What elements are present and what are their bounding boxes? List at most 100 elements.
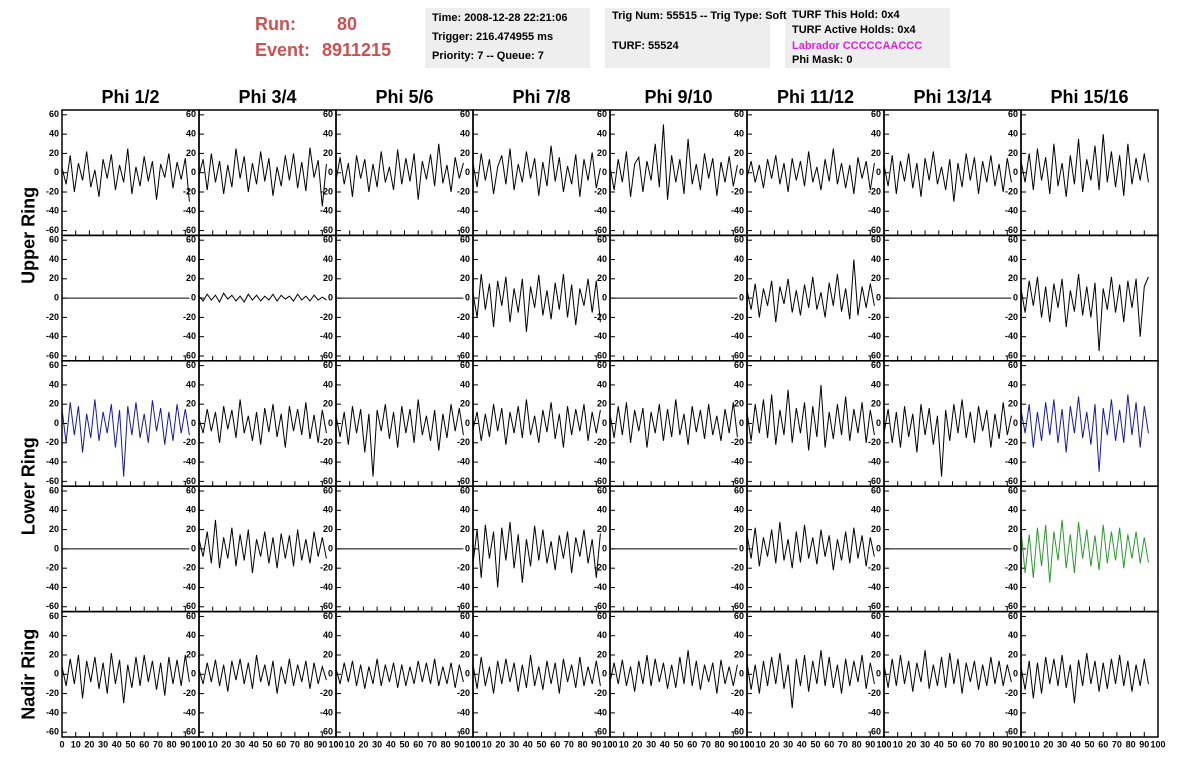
- y-tick-label: -40: [868, 582, 881, 592]
- y-tick-label: 20: [323, 273, 333, 283]
- x-tick-label: 0: [333, 739, 338, 749]
- info-line: TURF Active Holds: 0x4: [792, 24, 917, 36]
- y-tick-label: -40: [1005, 331, 1018, 341]
- waveform: [1020, 653, 1149, 704]
- y-tick-label: 20: [49, 273, 59, 283]
- y-tick-label: 0: [191, 543, 196, 553]
- y-tick-label: 20: [460, 148, 470, 158]
- y-tick-label: 40: [186, 128, 196, 138]
- panel-frame: [198, 610, 337, 738]
- y-tick-label: -20: [46, 186, 59, 196]
- x-tick-label: 80: [715, 739, 725, 749]
- y-tick-label: 20: [1008, 649, 1018, 659]
- x-tick-label: 30: [235, 739, 245, 749]
- waveform: [883, 399, 1012, 477]
- panel-frame: [61, 610, 200, 738]
- y-tick-label: 20: [186, 399, 196, 409]
- y-tick-label: -40: [46, 456, 59, 466]
- y-tick-label: -40: [731, 206, 744, 216]
- y-tick-label: 40: [49, 254, 59, 264]
- x-tick-label: 80: [852, 739, 862, 749]
- info-line: TURF This Hold: 0x4: [792, 9, 900, 21]
- y-tick-label: -20: [594, 563, 607, 573]
- ring-label: Upper Ring: [19, 187, 39, 284]
- y-tick-label: -20: [46, 312, 59, 322]
- y-tick-label: -20: [868, 312, 881, 322]
- y-tick-label: 20: [460, 524, 470, 534]
- y-tick-label: 20: [597, 649, 607, 659]
- x-tick-label: 50: [1084, 739, 1094, 749]
- waveform: [198, 292, 327, 304]
- y-tick-label: 60: [734, 611, 744, 621]
- y-tick-label: 40: [597, 379, 607, 389]
- y-tick-label: -60: [320, 727, 333, 737]
- x-tick-label: 80: [989, 739, 999, 749]
- waveform: [746, 521, 875, 571]
- y-tick-label: -20: [594, 312, 607, 322]
- y-tick-label: -40: [868, 206, 881, 216]
- waveform: [609, 124, 738, 200]
- y-tick-label: -40: [594, 331, 607, 341]
- x-tick-label: 40: [934, 739, 944, 749]
- y-tick-label: 0: [739, 543, 744, 553]
- y-tick-label: 0: [54, 292, 59, 302]
- y-tick-label: -40: [320, 582, 333, 592]
- y-tick-label: 40: [323, 379, 333, 389]
- y-tick-label: 20: [49, 524, 59, 534]
- y-tick-label: -40: [46, 331, 59, 341]
- y-tick-label: 20: [49, 399, 59, 409]
- x-tick-label: 10: [1030, 739, 1040, 749]
- y-tick-label: 60: [1008, 109, 1018, 119]
- waveform: [335, 143, 464, 200]
- waveform: [472, 521, 601, 588]
- y-tick-label: 60: [597, 109, 607, 119]
- x-tick-label: 60: [413, 739, 423, 749]
- y-tick-label: 40: [871, 379, 881, 389]
- y-tick-label: -60: [868, 476, 881, 486]
- x-tick-label: 60: [139, 739, 149, 749]
- y-tick-label: 40: [186, 505, 196, 515]
- x-tick-label: 20: [769, 739, 779, 749]
- info-line: Labrador CCCCCAACCC: [792, 40, 922, 52]
- x-tick-label: 10: [208, 739, 218, 749]
- y-tick-label: 60: [49, 360, 59, 370]
- y-tick-label: -40: [1005, 582, 1018, 592]
- y-tick-label: 60: [323, 360, 333, 370]
- y-tick-label: -40: [46, 206, 59, 216]
- y-tick-label: -20: [1005, 437, 1018, 447]
- y-tick-label: 40: [49, 379, 59, 389]
- y-tick-label: 20: [734, 399, 744, 409]
- x-tick-label: 10: [71, 739, 81, 749]
- y-tick-label: -60: [731, 350, 744, 360]
- y-tick-label: 40: [871, 128, 881, 138]
- y-tick-label: -60: [46, 601, 59, 611]
- column-title: Phi 15/16: [1050, 87, 1128, 107]
- x-tick-label: 90: [591, 739, 601, 749]
- waveform: [335, 399, 464, 477]
- y-tick-label: 0: [54, 418, 59, 428]
- y-tick-label: 40: [734, 379, 744, 389]
- y-tick-label: 0: [465, 543, 470, 553]
- y-tick-label: -60: [320, 476, 333, 486]
- y-tick-label: 40: [186, 630, 196, 640]
- x-tick-label: 70: [290, 739, 300, 749]
- waveform: [1020, 273, 1149, 352]
- x-tick-label: 90: [865, 739, 875, 749]
- y-tick-label: -40: [731, 582, 744, 592]
- info-line: TURF: 55524: [612, 40, 680, 52]
- y-tick-label: 40: [597, 254, 607, 264]
- x-tick-label: 30: [783, 739, 793, 749]
- y-tick-label: 60: [871, 485, 881, 495]
- y-tick-label: -60: [183, 601, 196, 611]
- y-tick-label: -20: [594, 688, 607, 698]
- panel-frame: [472, 485, 611, 613]
- y-tick-label: 20: [1008, 399, 1018, 409]
- column-title: Phi 7/8: [512, 87, 570, 107]
- y-tick-label: -20: [183, 688, 196, 698]
- y-tick-label: 40: [734, 630, 744, 640]
- y-tick-label: 60: [1008, 235, 1018, 245]
- y-tick-label: -40: [594, 206, 607, 216]
- y-tick-label: -20: [183, 437, 196, 447]
- y-tick-label: 0: [1013, 418, 1018, 428]
- y-tick-label: 0: [602, 543, 607, 553]
